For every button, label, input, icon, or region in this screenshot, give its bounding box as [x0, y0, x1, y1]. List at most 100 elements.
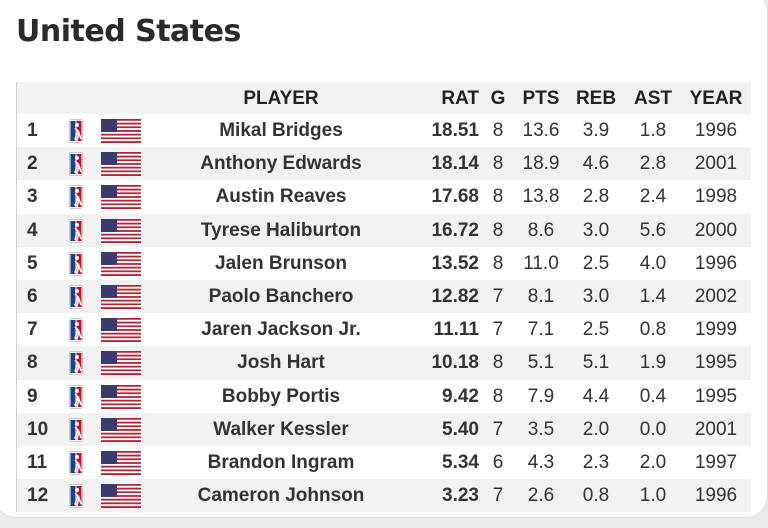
header-year[interactable]: YEAR: [689, 88, 743, 109]
header-ast[interactable]: AST: [634, 88, 672, 109]
assists: 0.4: [639, 385, 667, 407]
player-name[interactable]: Jalen Brunson: [215, 252, 347, 274]
points: 7.1: [527, 319, 555, 341]
us-flag-icon: [101, 152, 141, 177]
table-row[interactable]: 11 Brandon Ingram 5.34 6 4.3 2.3 2.0 199…: [17, 446, 751, 479]
player-name[interactable]: Walker Kessler: [213, 418, 349, 440]
games: 8: [492, 120, 504, 141]
points: 8.1: [527, 285, 555, 307]
points: 5.1: [527, 352, 555, 374]
nba-logo-icon: [69, 119, 83, 143]
rank: 4: [27, 219, 38, 241]
us-flag-icon: [101, 351, 141, 376]
games: 8: [492, 252, 504, 274]
rank: 12: [27, 485, 49, 507]
birth-year: 1998: [694, 186, 738, 208]
us-flag-icon: [101, 284, 141, 309]
assists: 1.8: [639, 120, 667, 141]
nba-logo-icon: [69, 318, 83, 343]
table-row[interactable]: 1 Mikal Bridges 18.51 8 13.6 3.9 1.8 199…: [17, 114, 751, 147]
us-flag-icon: [101, 185, 141, 210]
us-flag-icon: [101, 417, 141, 442]
nba-logo-icon: [69, 185, 83, 210]
rating: 3.23: [442, 485, 479, 507]
us-flag-icon: [101, 318, 141, 343]
rebounds: 5.1: [582, 352, 610, 374]
table-row[interactable]: 6 Paolo Banchero 12.82 7 8.1 3.0 1.4 200…: [17, 279, 751, 314]
games: 6: [492, 451, 504, 473]
birth-year: 2002: [694, 285, 738, 307]
rank: 3: [27, 186, 38, 208]
player-name[interactable]: Jaren Jackson Jr.: [201, 319, 361, 341]
table-row[interactable]: 5 Jalen Brunson 13.52 8 11.0 2.5 4.0 199…: [17, 247, 751, 280]
table-row[interactable]: 3 Austin Reaves 17.68 8 13.8 2.8 2.4 199…: [17, 180, 751, 213]
rank: 10: [27, 418, 49, 440]
birth-year: 1995: [694, 352, 738, 374]
rank: 1: [27, 120, 38, 141]
player-name[interactable]: Cameron Johnson: [197, 485, 365, 507]
rebounds: 0.8: [582, 485, 610, 507]
header-g[interactable]: G: [490, 88, 506, 109]
nba-logo-icon: [69, 251, 83, 276]
rating: 11.11: [433, 319, 479, 341]
rating: 13.52: [431, 252, 479, 274]
table-row[interactable]: 12 Cameron Johnson 3.23 7 2.6 0.8 1.0 19…: [17, 479, 751, 513]
table-row[interactable]: 2 Anthony Edwards 18.14 8 18.9 4.6 2.8 2…: [17, 147, 751, 181]
rebounds: 3.0: [582, 219, 610, 241]
rebounds: 2.0: [582, 418, 610, 440]
points: 13.8: [522, 186, 560, 208]
assists: 1.4: [639, 285, 667, 307]
table-row[interactable]: 8 Josh Hart 10.18 8 5.1 5.1 1.9 1995: [17, 346, 751, 380]
player-name[interactable]: Tyrese Haliburton: [200, 219, 362, 241]
us-flag-icon: [101, 484, 141, 509]
us-flag-icon: [101, 384, 141, 409]
header-pts[interactable]: PTS: [522, 88, 560, 109]
points: 7.9: [527, 385, 555, 407]
table-row[interactable]: 9 Bobby Portis 9.42 8 7.9 4.4 0.4 1995: [17, 380, 751, 413]
rating: 12.82: [431, 285, 479, 307]
rank: 5: [27, 252, 38, 274]
rank: 8: [27, 352, 38, 374]
birth-year: 1996: [694, 252, 738, 274]
header-player[interactable]: PLAYER: [243, 88, 319, 109]
table-row[interactable]: 4 Tyrese Haliburton 16.72 8 8.6 3.0 5.6 …: [17, 213, 751, 247]
points: 13.6: [522, 120, 560, 141]
rebounds: 3.0: [582, 285, 610, 307]
player-name[interactable]: Paolo Banchero: [208, 285, 354, 307]
player-name[interactable]: Mikal Bridges: [219, 120, 343, 141]
points: 8.6: [527, 219, 555, 241]
us-flag-icon: [101, 119, 141, 143]
player-name[interactable]: Brandon Ingram: [207, 451, 355, 473]
player-name[interactable]: Austin Reaves: [215, 186, 347, 208]
players-table: PLAYER RAT G PTS REB AST YEAR 1 Mikal Br…: [16, 82, 751, 513]
nba-logo-icon: [69, 450, 83, 475]
assists: 1.0: [639, 485, 667, 507]
birth-year: 1996: [694, 485, 738, 507]
us-flag-icon: [101, 251, 141, 276]
assists: 2.0: [639, 451, 667, 473]
assists: 1.9: [639, 352, 667, 374]
rating: 16.72: [431, 219, 479, 241]
birth-year: 1999: [694, 319, 738, 341]
games: 8: [492, 385, 504, 407]
header-rat[interactable]: RAT: [441, 88, 479, 109]
player-name[interactable]: Anthony Edwards: [200, 153, 362, 175]
nba-logo-icon: [69, 218, 83, 243]
games: 7: [492, 485, 504, 507]
assists: 2.4: [639, 186, 667, 208]
rating: 18.51: [431, 120, 479, 141]
rating: 10.18: [431, 352, 479, 374]
player-name[interactable]: Josh Hart: [237, 352, 325, 374]
table-row[interactable]: 7 Jaren Jackson Jr. 11.11 7 7.1 2.5 0.8 …: [17, 313, 751, 346]
birth-year: 2001: [694, 418, 738, 440]
us-flag-icon: [101, 450, 141, 475]
rebounds: 2.3: [582, 451, 610, 473]
assists: 0.0: [639, 418, 667, 440]
rank: 2: [27, 153, 38, 175]
rebounds: 2.8: [582, 186, 610, 208]
points: 3.5: [527, 418, 555, 440]
header-reb[interactable]: REB: [575, 88, 617, 109]
table-row[interactable]: 10 Walker Kessler 5.40 7 3.5 2.0 0.0 200…: [17, 412, 751, 446]
player-name[interactable]: Bobby Portis: [221, 385, 341, 407]
games: 7: [492, 319, 504, 341]
